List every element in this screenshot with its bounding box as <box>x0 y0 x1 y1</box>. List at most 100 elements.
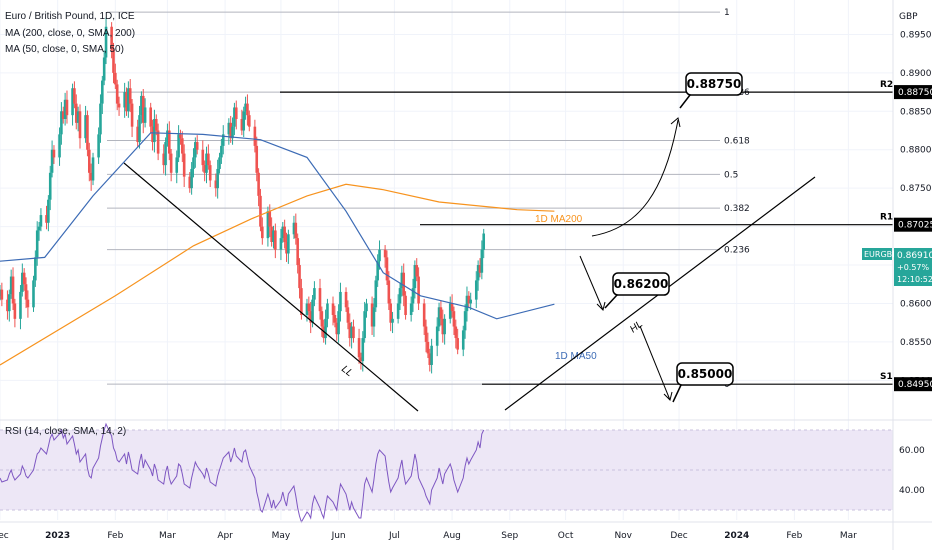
up-projection-arrow-head <box>670 117 681 128</box>
rsi-pane: 60.00 40.00 <box>0 419 932 524</box>
current-change-text: +0.57% <box>897 263 930 272</box>
candle-body <box>71 88 74 116</box>
level-label-r2: R2 <box>880 80 893 90</box>
candle-body <box>482 233 486 250</box>
candle-body <box>24 284 28 300</box>
candle-body <box>270 226 273 242</box>
candle-body <box>448 303 452 319</box>
candle-body <box>143 107 147 123</box>
candle-body <box>426 341 430 354</box>
candle-body <box>443 318 446 335</box>
candle-body <box>22 272 26 285</box>
candle-body <box>74 103 78 123</box>
candle-body <box>305 303 309 315</box>
candle-body <box>283 226 286 242</box>
candle-body <box>287 234 290 254</box>
candle-body <box>296 238 299 266</box>
candle-body <box>153 118 156 143</box>
candle-body <box>102 57 106 81</box>
rsi-tick-1: 40.00 <box>899 486 925 496</box>
candle-body <box>63 99 67 119</box>
candle-body <box>104 26 108 58</box>
candle-body <box>255 145 259 173</box>
candle-body <box>65 99 69 116</box>
price-tick-8: 0.85500 <box>900 338 932 348</box>
candle-body <box>337 311 340 335</box>
candle-body <box>320 311 324 327</box>
level-badge-s1 <box>894 377 932 392</box>
candle-body <box>128 88 132 104</box>
candle-body <box>140 95 143 116</box>
candle-body <box>221 134 225 146</box>
candle-body <box>229 122 232 139</box>
candle-body <box>216 168 219 189</box>
candle-body <box>112 49 115 73</box>
time-axis[interactable]: Dec 2023 Feb Mar Apr May Jun Jul Aug Sep Oct Nov Dec… <box>0 521 932 541</box>
candle-body <box>169 153 173 173</box>
candle-body <box>9 276 13 295</box>
candle-body <box>136 126 139 143</box>
candle-body <box>246 103 249 116</box>
ma200-annotation: 1D MA200 <box>535 214 583 225</box>
candle-body <box>294 222 298 239</box>
candle-body <box>435 326 439 346</box>
candle-body <box>188 176 192 189</box>
candle-body <box>182 153 186 177</box>
candle-body <box>454 326 458 339</box>
candle-body <box>78 111 82 139</box>
time-tick-12: Dec <box>670 531 687 541</box>
level-label-r1: R1 <box>880 213 893 223</box>
candle-body <box>285 241 288 254</box>
candle-body <box>214 180 218 189</box>
candle-body <box>309 311 312 323</box>
candle-body <box>461 330 465 350</box>
pullback-arrow-head <box>596 301 606 311</box>
candle-body <box>11 276 15 304</box>
candle-body <box>363 311 366 339</box>
candle-body <box>58 134 61 158</box>
candle-body <box>117 103 121 108</box>
candle-body <box>274 230 277 250</box>
candle-body <box>374 280 378 308</box>
down-projection-arrow-head <box>663 391 673 401</box>
pullback-callout-pointer <box>604 294 618 309</box>
fib-label-0: 1 <box>724 8 730 18</box>
candle-body <box>0 289 4 300</box>
candle-body <box>417 276 420 304</box>
candle-body <box>335 322 339 335</box>
candle-body <box>300 288 303 315</box>
candle-body <box>32 280 35 308</box>
candle-body <box>231 126 234 139</box>
candle-body <box>208 165 212 181</box>
candle-body <box>52 149 56 158</box>
candle-body <box>385 257 389 281</box>
candle-body <box>272 230 275 242</box>
ma200-legend: MA (200, close, 0, SMA, 200) <box>5 28 136 39</box>
up-projection-arrow <box>591 119 679 237</box>
candle-body <box>352 326 355 339</box>
candle-body <box>91 157 95 181</box>
ma50-legend: MA (50, close, 0, SMA, 50) <box>5 44 124 55</box>
time-tick-11: Nov <box>614 531 632 541</box>
candle-body <box>88 149 91 173</box>
candle-body <box>167 130 171 154</box>
candle-body <box>99 103 102 135</box>
candle-body <box>26 299 30 308</box>
down-projection-arrow <box>639 325 671 401</box>
candle-body <box>398 288 402 304</box>
candle-body <box>34 257 37 281</box>
candle-body <box>365 303 368 312</box>
candle-body <box>13 303 17 319</box>
candle-body <box>467 295 471 304</box>
candle-body <box>234 107 238 119</box>
candle-body <box>402 272 406 296</box>
candle-body <box>127 88 130 112</box>
candle-body <box>480 249 484 273</box>
